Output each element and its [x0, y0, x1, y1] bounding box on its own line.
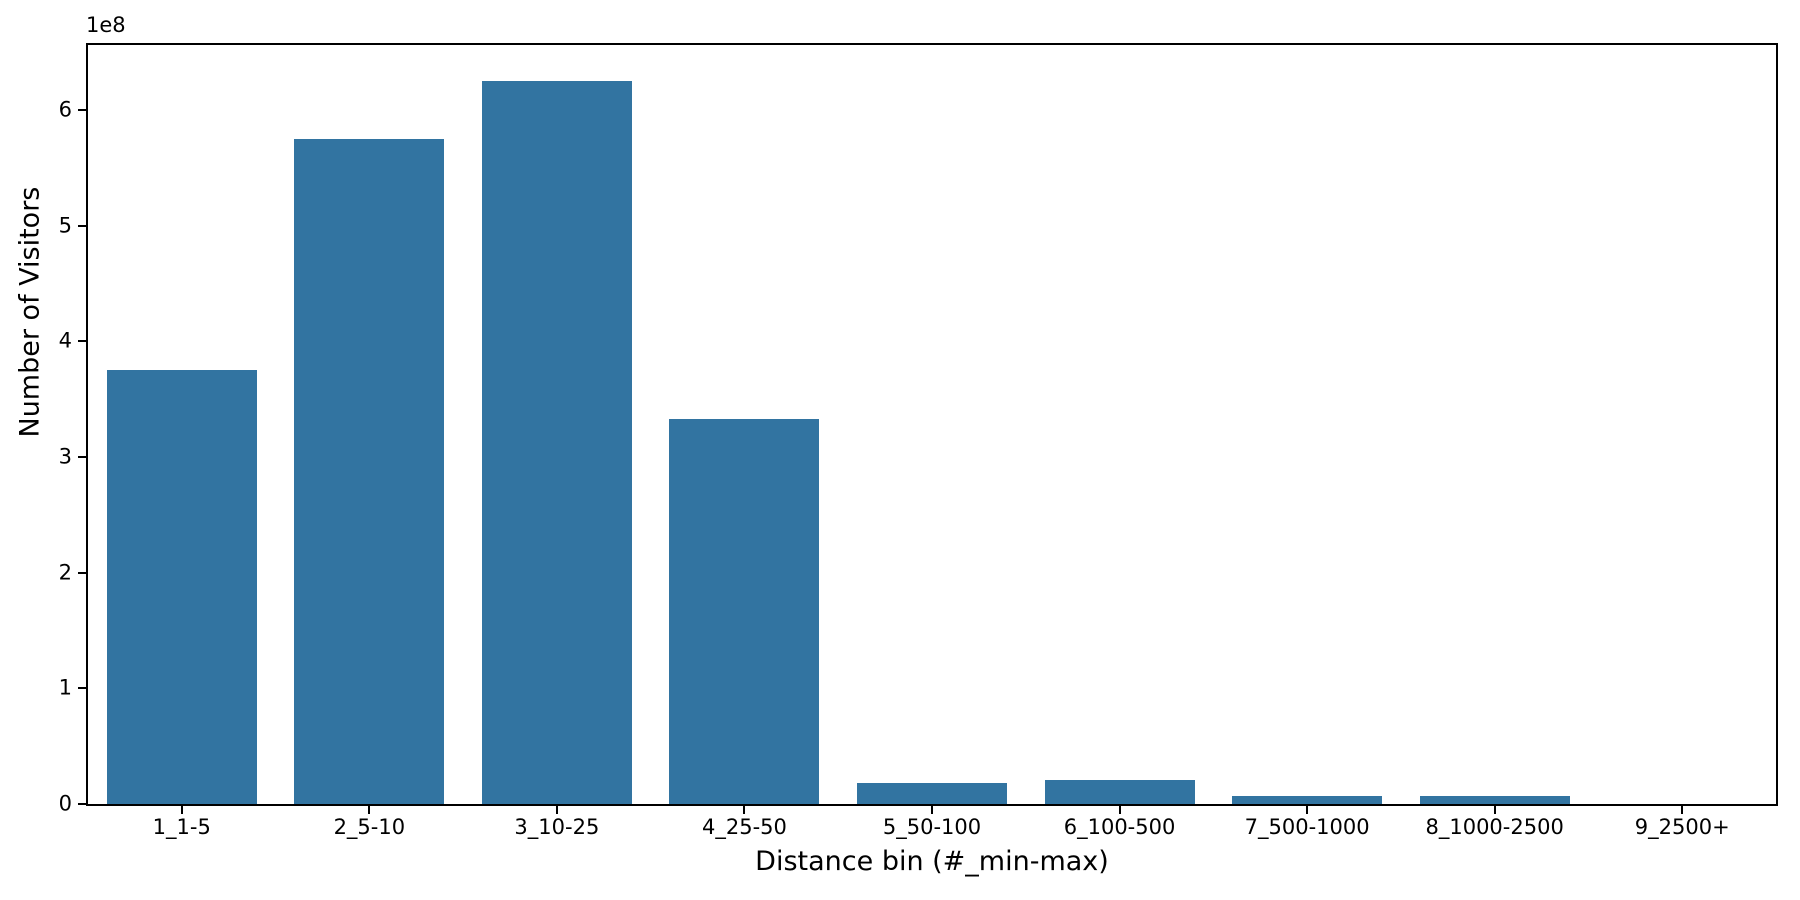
- x-tick-label: 2_5-10: [333, 815, 406, 839]
- y-tick-mark: [78, 456, 86, 459]
- bar-7_500-1000: [1232, 795, 1383, 804]
- x-tick-mark: [180, 806, 183, 814]
- x-tick-mark: [1306, 806, 1309, 814]
- bar-4_25-50: [669, 418, 820, 804]
- x-tick-label: 4_25-50: [701, 815, 787, 839]
- x-tick-label: 1_1-5: [152, 815, 211, 839]
- x-tick-mark: [555, 806, 558, 814]
- x-tick-label: 5_50-100: [882, 815, 982, 839]
- bar-6_100-500: [1044, 779, 1195, 804]
- x-tick-label: 3_10-25: [514, 815, 600, 839]
- bar-2_5-10: [294, 138, 445, 804]
- y-tick-mark: [78, 803, 86, 805]
- x-axis-title: Distance bin (#_min-max): [755, 846, 1109, 877]
- y-tick-mark: [78, 571, 86, 574]
- y-tick-mark: [78, 109, 86, 112]
- x-tick-label: 9_2500+: [1634, 815, 1730, 839]
- bar-3_10-25: [481, 81, 632, 804]
- y-tick-label: 4: [58, 328, 72, 353]
- x-tick-mark: [1118, 806, 1121, 814]
- x-tick-label: 7_500-1000: [1244, 815, 1370, 839]
- y-tick-label: 5: [58, 213, 72, 238]
- x-tick-mark: [1493, 806, 1496, 814]
- y-tick-label: 0: [58, 791, 72, 816]
- y-tick-label: 6: [58, 97, 72, 122]
- x-tick-mark: [368, 806, 371, 814]
- y-tick-label: 3: [58, 444, 72, 469]
- y-tick-mark: [78, 224, 86, 227]
- y-tick-mark: [78, 687, 86, 690]
- bar-8_1000-2500: [1419, 795, 1570, 804]
- bar-1_1-5: [106, 370, 257, 804]
- y-axis-title-wrap: Number of Visitors: [10, 0, 50, 849]
- x-tick-mark: [743, 806, 746, 814]
- y-tick-label: 1: [58, 675, 72, 700]
- x-tick-label: 6_100-500: [1063, 815, 1176, 839]
- plot-area: [86, 43, 1778, 806]
- y-axis-offset-label: 1e8: [86, 13, 126, 37]
- y-tick-label: 2: [58, 560, 72, 585]
- x-tick-mark: [931, 806, 933, 814]
- x-tick-mark: [1681, 806, 1684, 814]
- y-tick-mark: [78, 340, 86, 343]
- bar-5_50-100: [856, 782, 1007, 804]
- x-tick-label: 8_1000-2500: [1425, 815, 1564, 839]
